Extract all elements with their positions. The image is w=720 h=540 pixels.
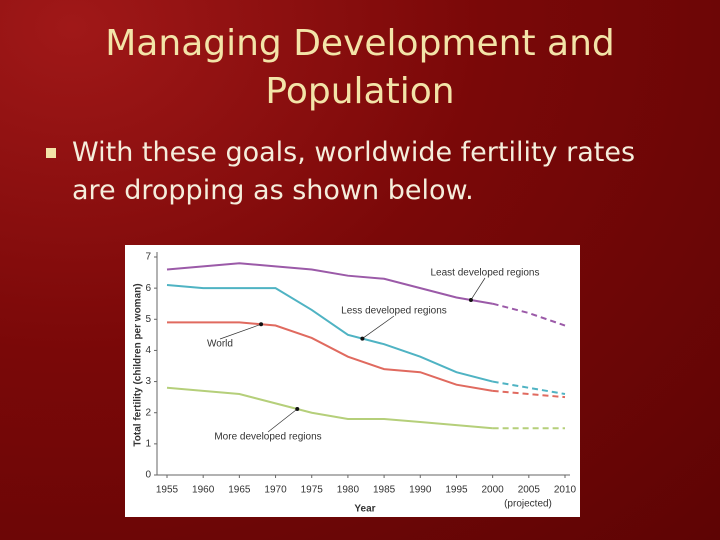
y-tick-label: 3 (145, 376, 151, 387)
projected-label: (projected) (504, 499, 552, 510)
x-tick-label: 2000 (482, 485, 505, 496)
y-tick-label: 0 (145, 470, 151, 481)
label-pointer (470, 277, 486, 301)
bullet-text: With these goals, worldwide fertility ra… (72, 134, 692, 210)
bullet-line: are dropping as shown below. (72, 175, 474, 206)
y-tick-label: 6 (145, 283, 151, 294)
y-tick-label: 2 (145, 407, 151, 418)
y-tick-label: 5 (145, 314, 151, 325)
label-dot (259, 322, 264, 327)
series-line (166, 386, 493, 430)
projected-line (492, 380, 566, 396)
label-pointer (219, 323, 262, 340)
x-tick-label: 1990 (409, 485, 432, 496)
x-axis-label: Year (354, 504, 375, 515)
bullet-marker (46, 148, 56, 158)
chart-background (125, 245, 580, 517)
label-pointer (267, 408, 298, 433)
x-tick-label: 1955 (156, 485, 179, 496)
label-dot (468, 297, 473, 302)
bullet-line: With these goals, worldwide fertility ra… (72, 137, 636, 168)
title-line: Population (265, 71, 455, 112)
label-dot (295, 406, 300, 411)
y-axis-label: Total fertility (children per woman) (133, 283, 144, 446)
x-tick-label: 2010 (554, 485, 577, 496)
projected-line (492, 389, 566, 399)
y-tick-label: 1 (145, 438, 151, 449)
series-line (167, 321, 493, 392)
label-dot (360, 336, 365, 341)
x-tick-label: 1980 (337, 485, 360, 496)
projected-line (492, 302, 566, 327)
x-tick-label: 1965 (228, 485, 251, 496)
x-tick-label: 2005 (518, 485, 541, 496)
series-line (166, 262, 493, 305)
series-label: Least developed regions (431, 268, 540, 279)
series-line (166, 284, 493, 383)
x-tick-label: 1960 (192, 485, 215, 496)
label-pointer (362, 315, 395, 339)
series-label: Less developed regions (341, 306, 447, 317)
y-tick-label: 7 (145, 252, 151, 263)
series-label: More developed regions (214, 432, 321, 443)
x-tick-label: 1970 (264, 485, 287, 496)
x-tick-label: 1975 (301, 485, 324, 496)
x-tick-label: 1995 (445, 485, 468, 496)
series-label: World (207, 339, 233, 350)
slide-title: Managing Development and Population (60, 20, 660, 116)
title-line: Managing Development and (105, 23, 615, 64)
x-tick-label: 1985 (373, 485, 396, 496)
y-tick-label: 4 (145, 345, 151, 356)
